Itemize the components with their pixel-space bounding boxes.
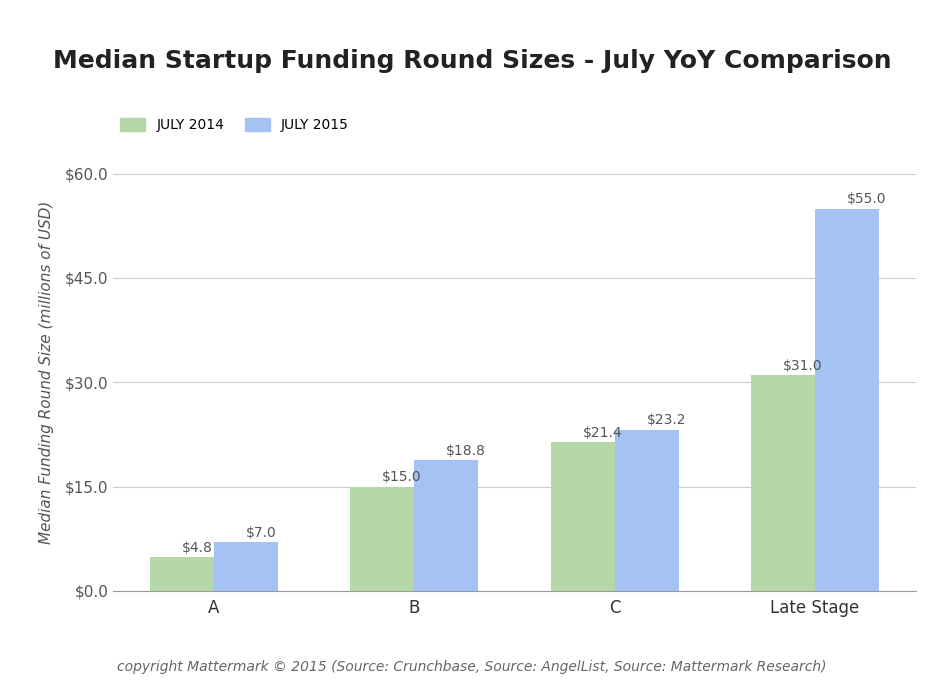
Text: $55.0: $55.0 — [847, 193, 886, 206]
Bar — [214, 542, 278, 591]
Text: $4.8: $4.8 — [182, 541, 212, 555]
Text: Median Startup Funding Round Sizes - July YoY Comparison: Median Startup Funding Round Sizes - Jul… — [53, 49, 891, 73]
Bar — [414, 460, 479, 591]
Bar — [150, 557, 214, 591]
Bar — [350, 486, 414, 591]
Text: $23.2: $23.2 — [647, 414, 686, 427]
Text: $18.8: $18.8 — [447, 444, 486, 458]
Bar — [550, 442, 615, 591]
Legend: JULY 2014, JULY 2015: JULY 2014, JULY 2015 — [120, 118, 349, 132]
Text: $7.0: $7.0 — [246, 526, 277, 540]
Y-axis label: Median Funding Round Size (millions of USD): Median Funding Round Size (millions of U… — [39, 200, 54, 543]
Bar — [750, 375, 815, 591]
Bar — [815, 208, 879, 591]
Text: $21.4: $21.4 — [582, 426, 622, 440]
Text: copyright Mattermark © 2015 (Source: Crunchbase, Source: AngelList, Source: Matt: copyright Mattermark © 2015 (Source: Cru… — [117, 660, 827, 674]
Text: $31.0: $31.0 — [783, 359, 822, 373]
Text: $15.0: $15.0 — [382, 471, 422, 484]
Bar — [615, 430, 679, 591]
